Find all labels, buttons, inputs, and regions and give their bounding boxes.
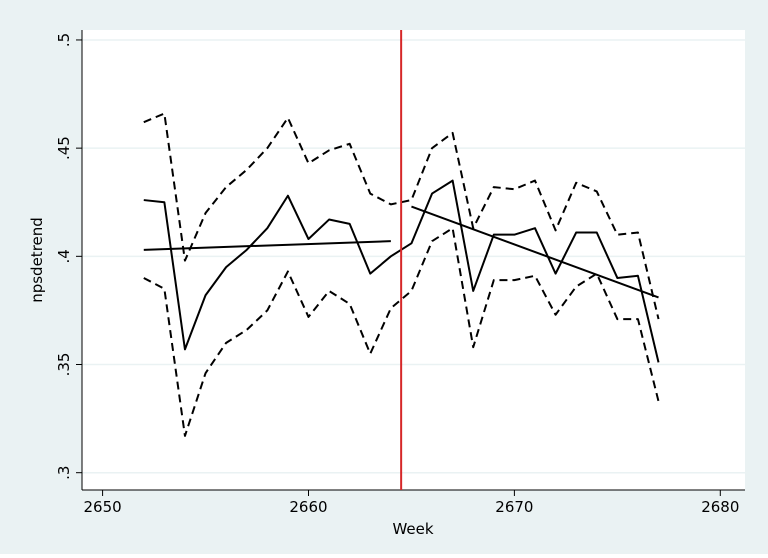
series-line [143,227,660,437]
x-tick-label: 2660 [289,498,327,516]
y-tick-label: .45 [55,136,73,160]
y-tick-label: .35 [55,353,73,377]
x-axis-label: Week [392,520,433,538]
series-line [143,240,391,251]
x-tick-label: 2680 [701,498,739,516]
y-tick-label: .3 [55,466,73,480]
series-line [411,205,659,299]
y-tick-label: .5 [55,33,73,47]
y-axis-label: npsdetrend [28,217,46,303]
y-tick-label: .4 [55,249,73,263]
x-tick-label: 2670 [495,498,533,516]
series-line [143,112,660,320]
x-tick-label: 2650 [83,498,121,516]
plot-area [82,30,745,490]
